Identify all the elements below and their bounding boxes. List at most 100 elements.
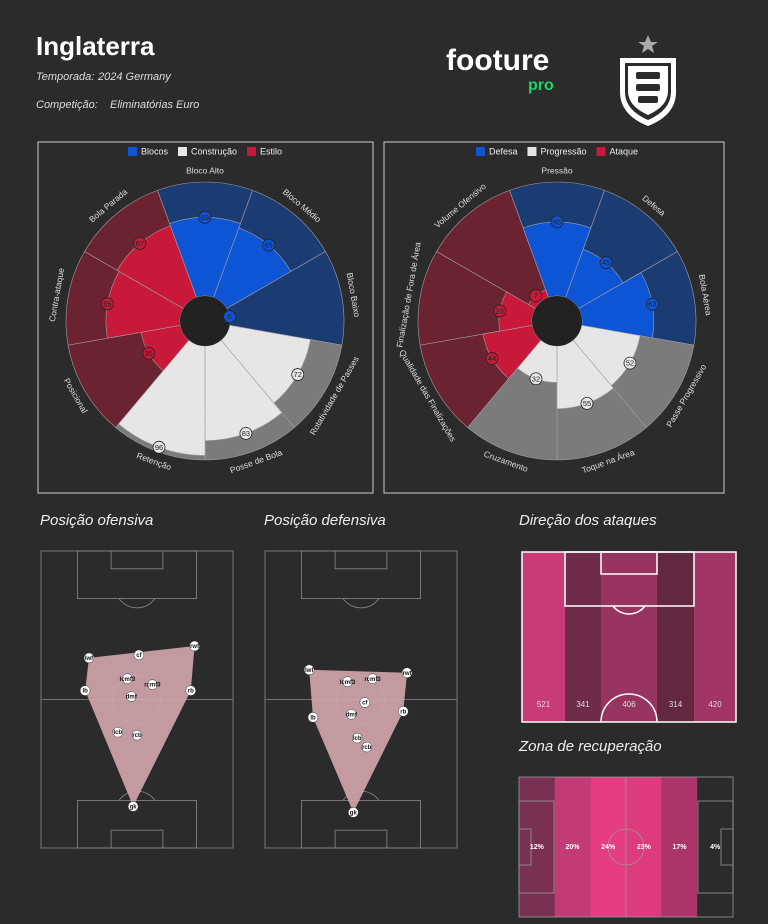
- value-label: 29: [496, 306, 504, 315]
- section-title: Direção dos ataques: [519, 512, 657, 529]
- legend-swatch: [475, 147, 485, 156]
- value-label: 65: [103, 299, 111, 308]
- legend-label: Progressão: [540, 146, 586, 156]
- value-badge: [198, 210, 212, 224]
- zone: [657, 552, 694, 722]
- value-label: 55: [583, 399, 591, 408]
- brand: footure: [446, 44, 549, 77]
- zone-label: 521: [537, 700, 551, 709]
- value-label: 35: [145, 349, 153, 358]
- legend-label: Defesa: [489, 146, 518, 156]
- zone-label: 17%: [672, 844, 687, 851]
- value-label: 44: [488, 354, 496, 363]
- crest-lion: [636, 84, 660, 91]
- category-label: Bloco Alto: [186, 165, 224, 175]
- value-badge: [291, 368, 305, 381]
- player: [185, 685, 197, 696]
- category-label: Pressão: [541, 165, 572, 175]
- legend-swatch: [596, 147, 606, 156]
- player: [122, 673, 133, 684]
- legend-label: Construção: [191, 146, 237, 156]
- legend-swatch: [247, 147, 257, 156]
- legend-label: Blocos: [141, 146, 169, 156]
- pitch-line: [607, 828, 645, 866]
- player-label: dmf: [346, 712, 358, 718]
- player-label: lb: [310, 715, 316, 721]
- value-badge: [223, 310, 237, 324]
- legend: Defesa Progressão Ataque: [475, 146, 639, 156]
- player: [401, 667, 413, 679]
- legend-label: Ataque: [610, 146, 639, 156]
- crest-lion: [636, 72, 660, 79]
- pitch-line: [612, 605, 646, 615]
- value-badge: [580, 397, 594, 410]
- player-label: rcmf3: [144, 683, 161, 689]
- legend-swatch: [177, 147, 187, 156]
- pitch-line: [118, 598, 156, 609]
- legend-swatch: [527, 147, 537, 156]
- team-shape: [85, 646, 195, 807]
- player: [79, 685, 91, 696]
- season-label: Temporada:: [36, 71, 94, 83]
- value-label: 65: [265, 241, 273, 250]
- zone-label: 314: [669, 700, 683, 709]
- player: [351, 732, 363, 744]
- value-label: 63: [648, 300, 656, 309]
- brand-tier: pro: [528, 77, 554, 94]
- player: [125, 691, 137, 702]
- pitch-line: [342, 598, 380, 609]
- player: [367, 673, 378, 684]
- value-badge: [529, 289, 543, 303]
- player: [348, 807, 359, 818]
- team-title: Inglaterra: [36, 31, 155, 61]
- player-label: lcmf3: [120, 677, 136, 683]
- radar-frame: [383, 141, 725, 494]
- value-badge: [645, 297, 659, 311]
- player: [131, 729, 143, 741]
- pitch-line: [600, 551, 658, 575]
- zone: [694, 552, 736, 722]
- section-title: Posição ofensiva: [40, 512, 153, 529]
- zone: [661, 777, 698, 917]
- legend-swatch: [127, 147, 137, 156]
- player-label: lb: [82, 689, 88, 695]
- pitch-line: [334, 829, 388, 849]
- pitch-line: [600, 693, 658, 723]
- radar-hole: [532, 296, 582, 346]
- player-label: rb: [400, 709, 406, 715]
- pitch-line: [518, 828, 532, 866]
- zone-label: 20%: [565, 844, 580, 851]
- value-badge: [599, 256, 613, 269]
- value-label: 67: [136, 239, 144, 248]
- value-badge: [262, 238, 276, 252]
- player-label: cf: [136, 653, 142, 659]
- value-badge: [529, 372, 543, 386]
- value-badge: [623, 356, 637, 370]
- zone: [519, 777, 555, 917]
- player: [303, 664, 315, 676]
- player: [342, 676, 353, 687]
- player: [397, 706, 409, 717]
- competition-label: Competição:: [36, 99, 98, 111]
- zone: [601, 552, 657, 722]
- value-badge: [101, 297, 114, 311]
- competition: Eliminatórias Euro: [110, 99, 199, 111]
- crest-lion: [638, 96, 658, 103]
- radar-frame: [37, 141, 374, 494]
- value-label: 72: [294, 370, 302, 379]
- zone-label: 406: [622, 700, 636, 709]
- player: [346, 709, 357, 720]
- pitch-line: [110, 550, 164, 570]
- value-badge: [485, 352, 499, 365]
- value-label: 0: [228, 312, 232, 321]
- zone-label: 4%: [710, 844, 721, 851]
- player: [83, 652, 95, 664]
- section-title: Posição defensiva: [264, 512, 386, 529]
- legend: Blocos Construção Estilo: [127, 146, 282, 156]
- player: [361, 741, 373, 753]
- value-label: 7: [534, 291, 538, 300]
- player-label: rcb: [132, 733, 142, 739]
- player-label: lcb: [353, 736, 362, 742]
- value-badge: [550, 215, 564, 229]
